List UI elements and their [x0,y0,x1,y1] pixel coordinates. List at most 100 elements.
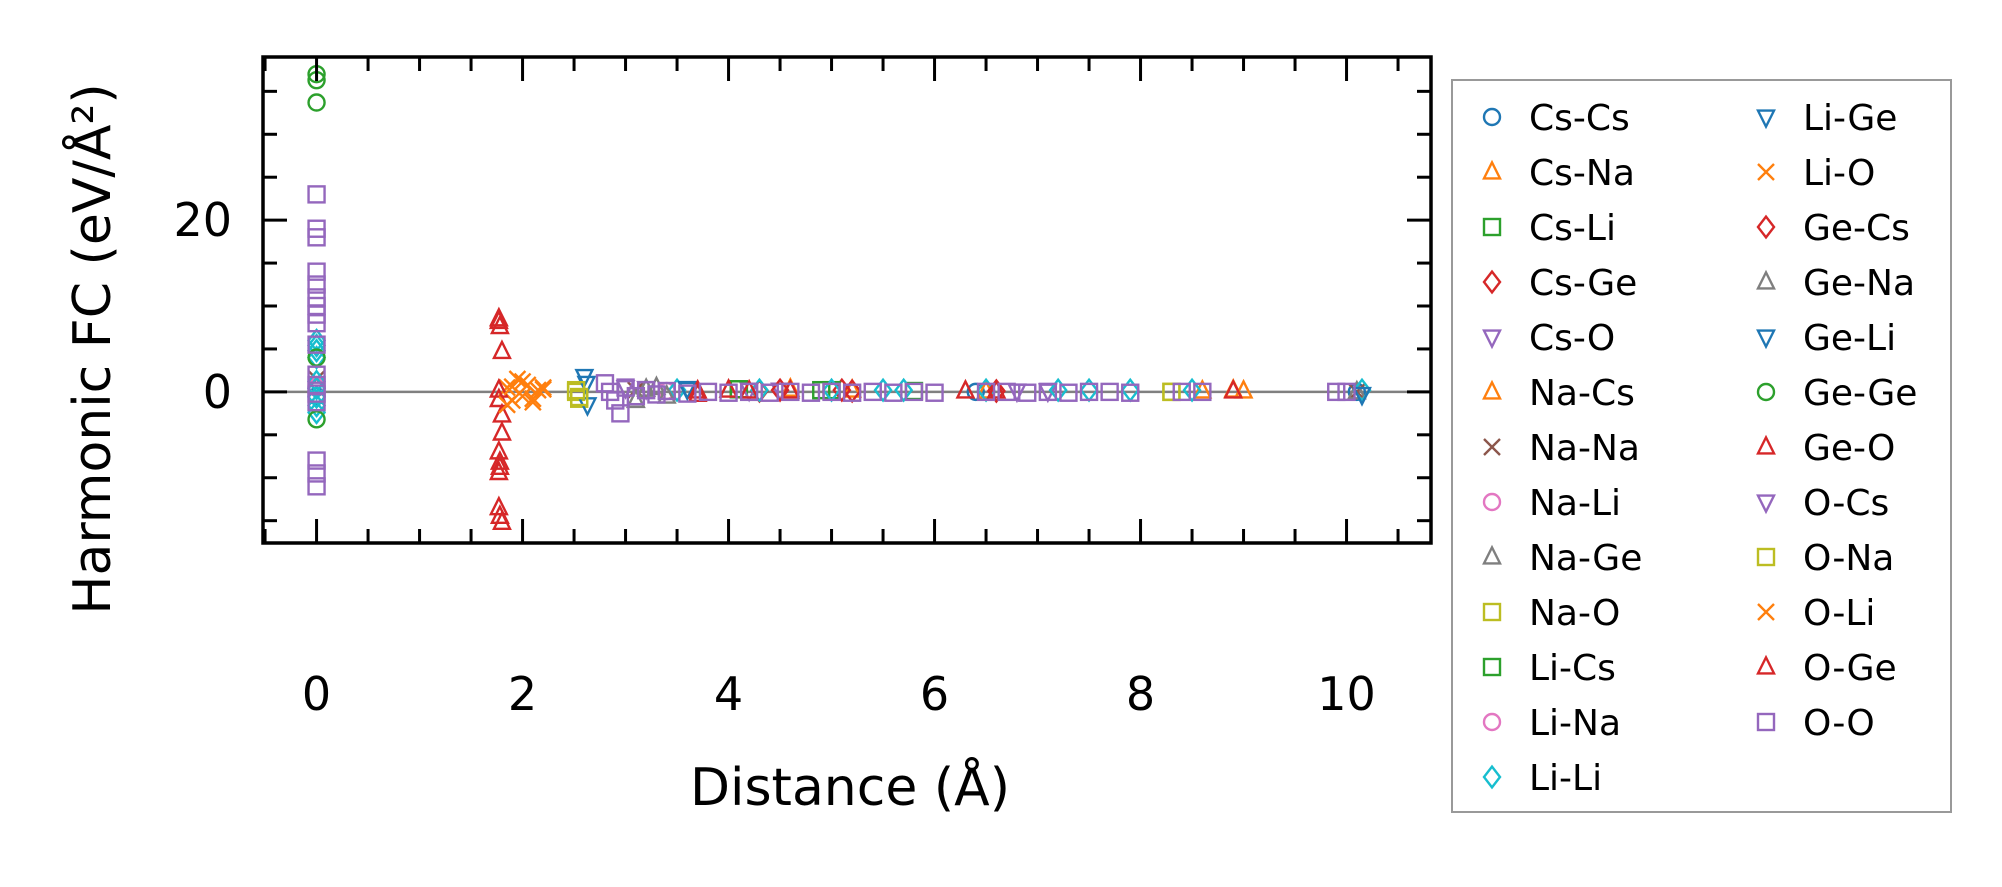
data-point [307,228,326,247]
data-point [524,393,542,412]
legend-label: Na-Cs [1529,373,1635,414]
data-point [1120,377,1140,403]
legend-entry: Na-Na [1483,428,1640,469]
data-point [1352,386,1372,407]
legend-marker-square-icon [1482,217,1502,237]
data-point [307,410,326,429]
data-point [1079,382,1099,402]
x-tick-label: 8 [1126,667,1155,721]
legend-label: O-Ge [1803,648,1897,689]
data-point [729,380,749,399]
data-point [1038,382,1058,402]
data-point [307,262,326,281]
data-point [863,382,882,402]
legend-entry: Li-Ge [1756,98,1897,139]
data-point [1233,378,1254,399]
data-point [677,381,698,402]
data-point [489,314,510,335]
legend-entry: O-Cs [1756,483,1889,524]
data-point [626,386,646,406]
legend-label: Na-Na [1529,428,1640,469]
data-point [1182,377,1202,403]
data-point [307,313,326,333]
data-point [1121,383,1140,402]
legend: Cs-Cs Cs-Na Cs-Li Cs-Ge Cs-O Na-Cs Na-Na Na-Li N… [1451,79,1952,813]
data-point [1193,382,1212,402]
data-point [687,382,708,403]
data-point [488,495,509,516]
data-point [498,395,516,414]
data-point [518,376,537,394]
data-point [492,402,512,423]
legend-entry: Cs-Li [1482,208,1616,249]
data-point [873,377,893,403]
data-point [1337,382,1356,402]
data-point [955,378,976,399]
series-li-li [307,327,1372,425]
data-point [492,510,512,530]
legend-label: Li-Ge [1803,98,1897,139]
legend-marker-diamond-icon [1756,214,1776,240]
data-point [997,382,1016,402]
data-point [1048,377,1068,403]
data-point [986,378,1006,404]
x-tick-label: 4 [714,667,743,721]
data-point [307,275,326,294]
legend-entry: Cs-Cs [1482,98,1630,139]
legend-marker-x-icon [1757,163,1775,181]
data-point [986,378,1007,399]
data-point [749,377,769,403]
data-point [842,383,862,402]
data-point [739,378,760,399]
data-point [570,387,589,407]
data-point [904,382,924,402]
data-point [812,380,831,400]
legend-entry: Li-Na [1482,703,1621,744]
data-point [976,382,996,402]
data-point [636,380,656,400]
data-point [966,382,985,402]
data-point [656,383,677,404]
x-tick-label: 2 [508,667,537,721]
data-point [1162,382,1181,402]
legend-entry: Li-Li [1482,758,1602,799]
plot-frame [261,55,1433,545]
data-point [647,385,666,404]
data-point [576,375,597,396]
legend-marker-triangle-down-icon [1756,109,1776,130]
y-tick-label: 20 [173,193,232,247]
data-point [488,387,509,408]
data-point [657,381,676,401]
legend-entry: Li-O [1757,153,1875,194]
data-point [1018,383,1037,402]
data-point [492,420,512,441]
data-point [718,377,739,398]
y-tick-label: 0 [203,365,232,419]
legend-label: Na-Li [1529,483,1621,524]
legend-marker-triangle-up-icon [1482,379,1502,400]
legend-marker-triangle-down-icon [1756,329,1776,350]
data-point [606,391,625,410]
legend-label: Li-Li [1529,758,1602,799]
data-point [1352,377,1372,403]
data-point [760,383,779,402]
legend-entry: Na-O [1482,593,1620,634]
legend-label: Cs-O [1529,318,1615,359]
data-point [489,455,510,476]
legend-box [1451,79,1952,813]
y-axis-label: Harmonic FC (eV/Å²) [61,83,123,614]
data-point [307,365,326,384]
data-point [925,383,944,402]
legend-label: O-Li [1803,593,1875,634]
legend-marker-triangle-down-icon [1482,329,1502,350]
data-point [307,345,327,370]
legend-label: Li-Na [1529,703,1621,744]
data-point [498,378,516,397]
data-point [508,370,527,388]
data-point [822,382,841,402]
legend-marker-diamond-icon [1482,269,1502,295]
series-ge-o [488,306,1244,530]
data-point [307,93,326,112]
legend-marker-square-icon [1482,657,1502,677]
